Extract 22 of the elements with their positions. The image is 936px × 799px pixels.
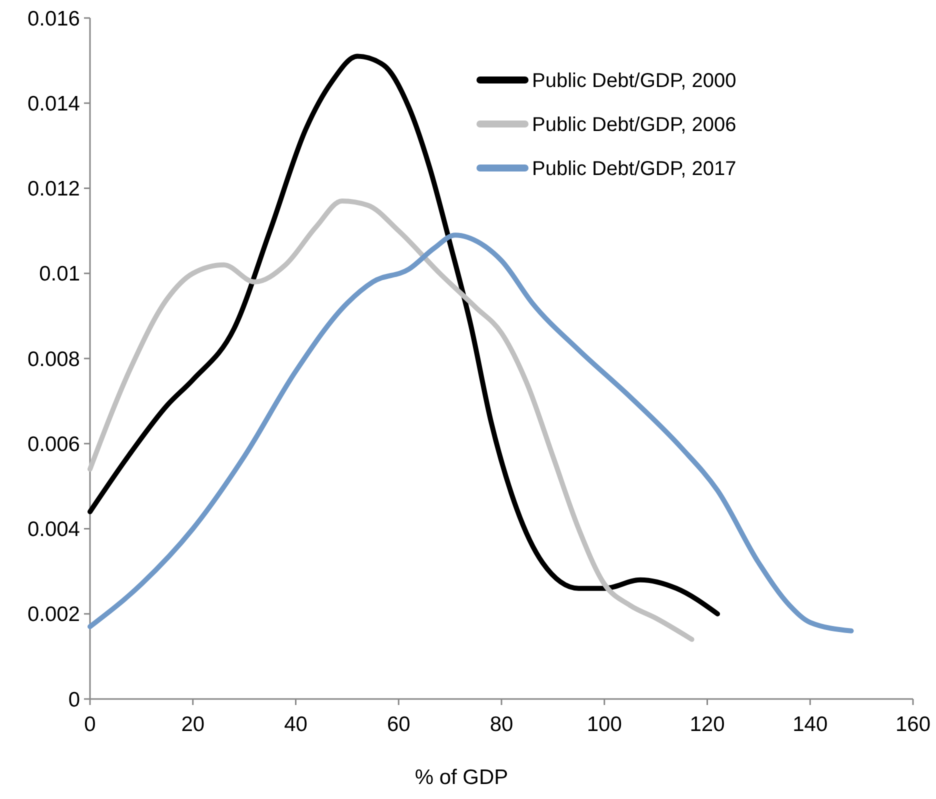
x-tick-label: 160	[895, 713, 931, 736]
legend-label: Public Debt/GDP, 2000	[532, 70, 736, 92]
x-tick-label: 0	[84, 713, 96, 736]
y-tick-label: 0.002	[27, 603, 80, 626]
y-tick-label: 0.016	[27, 7, 80, 30]
x-tick-label: 80	[490, 713, 514, 736]
legend-label: Public Debt/GDP, 2006	[532, 114, 736, 136]
x-tick-label: 40	[284, 713, 308, 736]
x-tick-label: 100	[586, 713, 622, 736]
y-tick-label: 0.008	[27, 348, 80, 371]
x-tick-label: 140	[792, 713, 828, 736]
x-axis-title: % of GDP	[414, 766, 508, 789]
legend-label: Public Debt/GDP, 2017	[532, 158, 736, 180]
x-tick-label: 60	[386, 713, 410, 736]
x-tick-label: 120	[690, 713, 725, 736]
y-tick-label: 0.004	[27, 518, 80, 542]
y-tick-label: 0	[68, 688, 80, 712]
y-tick-label: 0.012	[27, 178, 80, 201]
y-tick-label: 0.006	[27, 432, 80, 456]
y-tick-label: 0.014	[27, 92, 80, 116]
y-tick-label: 0.01	[39, 262, 80, 286]
x-tick-label: 20	[181, 713, 205, 736]
